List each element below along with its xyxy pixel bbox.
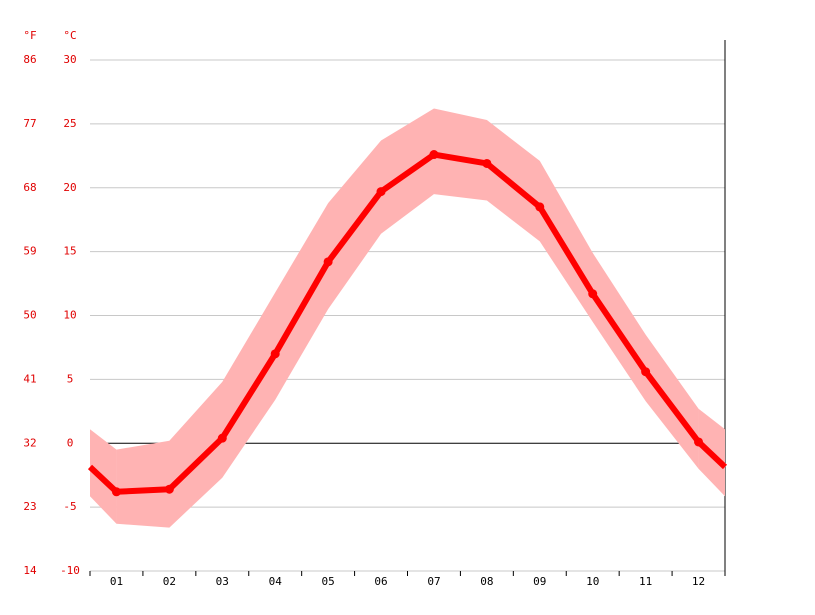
x-tick-label: 07 — [427, 575, 440, 588]
y-tick-label: -10 — [60, 564, 80, 577]
y2-tick-label: 68 — [23, 181, 36, 194]
y-tick-label: 25 — [63, 117, 76, 130]
x-tick-label: 04 — [269, 575, 283, 588]
point — [376, 187, 386, 197]
line-edge — [87, 464, 119, 494]
y2-tick-label: 59 — [23, 245, 36, 258]
line-edge — [696, 439, 728, 470]
point — [429, 150, 439, 160]
point — [323, 257, 333, 267]
point — [535, 202, 545, 212]
x-tick-label: 11 — [639, 575, 652, 588]
point — [588, 289, 598, 299]
y2-tick-label: 14 — [23, 564, 37, 577]
x-tick-label: 12 — [692, 575, 705, 588]
range-band — [116, 108, 699, 528]
point — [217, 433, 227, 443]
y2-tick-label: 86 — [23, 53, 36, 66]
y-tick-label: 10 — [63, 309, 76, 322]
point — [694, 437, 704, 447]
y-tick-label: 15 — [63, 245, 76, 258]
x-tick-label: 09 — [533, 575, 546, 588]
x-tick-label: 02 — [163, 575, 176, 588]
point — [482, 158, 492, 168]
y2-tick-label: 32 — [23, 436, 36, 449]
y2-tick-label: 77 — [23, 117, 36, 130]
y-tick-label: -5 — [63, 500, 76, 513]
y2-unit: °F — [23, 29, 36, 42]
x-tick-label: 05 — [322, 575, 335, 588]
line — [116, 151, 701, 495]
y-unit: °C — [63, 29, 76, 42]
x-tick-label: 10 — [586, 575, 599, 588]
x-tick-label: 06 — [374, 575, 387, 588]
point — [641, 367, 651, 377]
x-tick-label: 01 — [110, 575, 123, 588]
y2-tick-label: 23 — [23, 500, 36, 513]
point — [270, 349, 280, 359]
point — [111, 487, 121, 497]
y2-tick-label: 50 — [23, 309, 36, 322]
y2-tick-label: 41 — [23, 372, 36, 385]
y-tick-label: 5 — [67, 372, 74, 385]
y-tick-label: 30 — [63, 53, 76, 66]
y-tick-label: 0 — [67, 436, 74, 449]
y-tick-label: 20 — [63, 181, 76, 194]
point — [164, 484, 174, 494]
x-tick-label: 03 — [216, 575, 229, 588]
x-tick-label: 08 — [480, 575, 493, 588]
